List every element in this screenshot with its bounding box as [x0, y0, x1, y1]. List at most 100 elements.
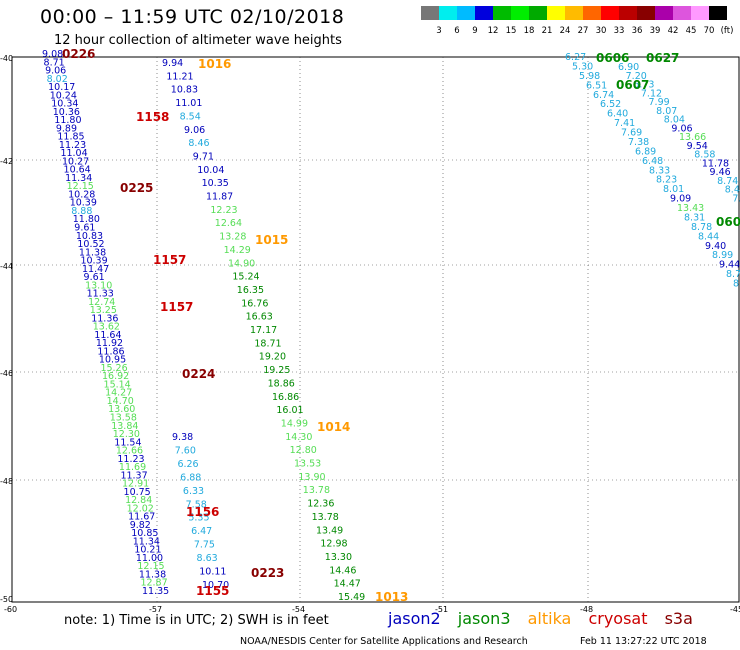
- wave-height-value: 11.86: [97, 346, 124, 357]
- wave-height-value: 17.17: [250, 325, 277, 336]
- wave-height-value: 9.94: [162, 58, 183, 69]
- wave-height-value: 6.48: [642, 156, 663, 167]
- wave-height-value: 12.74: [88, 297, 115, 308]
- wave-height-value: 8.88: [71, 206, 92, 217]
- scale-swatch: [547, 6, 565, 20]
- wave-height-value: 9.89: [56, 123, 77, 134]
- pass-time-label: 0627: [646, 51, 679, 65]
- wave-height-value: 16.92: [102, 371, 129, 382]
- footer-note: note: 1) Time is in UTC; 2) SWH is in fe…: [64, 613, 329, 628]
- scale-swatch: [637, 6, 655, 20]
- pass-time-label: 0607: [616, 78, 649, 92]
- wave-height-value: 6.33: [183, 486, 204, 497]
- wave-height-value: 6.73: [633, 80, 654, 91]
- credit-line: NOAA/NESDIS Center for Satellite Applica…: [240, 636, 528, 647]
- wave-height-value: 14.46: [329, 565, 356, 576]
- legend-cryosat: cryosat: [588, 609, 648, 628]
- scale-label: 3: [436, 26, 442, 36]
- wave-height-value: 10.52: [77, 239, 104, 250]
- wave-height-value: 13.10: [85, 280, 112, 291]
- lat-tick-label: -44: [0, 262, 13, 271]
- wave-height-value: 8.31: [684, 212, 705, 223]
- lat-tick-label: -48: [0, 477, 13, 486]
- wave-height-value: 7.75: [194, 540, 215, 551]
- wave-height-value: 10.34: [51, 99, 78, 110]
- wave-height-value: 11.64: [94, 330, 121, 341]
- wave-height-value: 7.49: [732, 193, 740, 204]
- lat-tick-label: -40: [0, 54, 13, 63]
- wave-height-value: 8.63: [197, 553, 218, 564]
- pass-time-label: 1015: [255, 233, 288, 247]
- wave-height-value: 10.17: [48, 82, 75, 93]
- wave-height-value: 7.41: [614, 118, 635, 129]
- wave-height-value: 5.98: [579, 71, 600, 82]
- pass-time-label: 1014: [317, 420, 350, 434]
- wave-height-value: 13.78: [303, 485, 330, 496]
- wave-height-value: 13.84: [111, 421, 138, 432]
- scale-swatch: [493, 6, 511, 20]
- map-frame: [11, 56, 740, 603]
- wave-height-value: 12.66: [116, 446, 143, 457]
- wave-height-value: 7.99: [649, 97, 670, 108]
- wave-height-value: 11.80: [54, 115, 81, 126]
- wave-height-value: 11.36: [91, 313, 118, 324]
- wave-height-value: 7.20: [626, 71, 647, 82]
- wave-height-value: 6.90: [618, 62, 639, 73]
- scale-label: 21: [541, 26, 553, 36]
- wave-height-value: 8.99: [712, 250, 733, 261]
- wave-height-value: 8.33: [649, 165, 670, 176]
- wave-height-value: 11.85: [57, 132, 84, 143]
- wave-height-value: 8.58: [694, 150, 715, 161]
- wave-height-value: 13.28: [219, 232, 246, 243]
- wave-height-value: 8.48: [725, 185, 740, 196]
- wave-height-value: 10.39: [70, 198, 97, 209]
- wave-height-value: 11.47: [82, 264, 109, 275]
- pass-time-label: 1158: [136, 110, 169, 124]
- wave-height-value: 8.70: [726, 269, 740, 280]
- scale-swatch: [673, 6, 691, 20]
- wave-height-value: 10.39: [80, 256, 107, 267]
- wave-height-value: 8.6: [733, 279, 740, 290]
- wave-height-value: 6.47: [191, 526, 212, 537]
- legend-altika: altika: [527, 609, 572, 628]
- wave-height-value: 10.64: [64, 165, 91, 176]
- wave-height-value: 5.30: [572, 61, 593, 72]
- wave-height-value: 8.01: [663, 184, 684, 195]
- wave-height-value: 8.46: [188, 138, 209, 149]
- wave-height-value: 12.84: [125, 495, 152, 506]
- wave-height-value: 11.80: [73, 214, 100, 225]
- wave-height-value: 15.24: [232, 272, 259, 283]
- wave-height-value: 7.58: [186, 499, 207, 510]
- legend-s3a: s3a: [664, 609, 693, 628]
- wave-height-value: 18.86: [268, 378, 295, 389]
- wave-height-value: 13.30: [325, 552, 352, 563]
- wave-height-value: 11.23: [117, 454, 144, 465]
- wave-height-value: 11.92: [96, 338, 123, 349]
- wave-height-value: 12.87: [140, 578, 167, 589]
- wave-height-value: 6.51: [586, 80, 607, 91]
- wave-height-value: 8.23: [656, 175, 677, 186]
- wave-height-value: 13.43: [677, 203, 704, 214]
- legend-jason3: jason3: [457, 609, 511, 628]
- lon-tick-label: -54: [292, 605, 305, 614]
- wave-height-value: 11.87: [206, 192, 233, 203]
- map-title: 00:00 – 11:59 UTC 02/10/2018: [40, 6, 345, 28]
- wave-height-value: 13.49: [316, 525, 343, 536]
- scale-label: 39: [649, 26, 661, 36]
- wave-height-value: 8.04: [664, 115, 685, 126]
- timestamp: Feb 11 13:27:22 UTC 2018: [580, 636, 707, 647]
- wave-height-value: 16.01: [276, 405, 303, 416]
- map-subtitle: 12 hour collection of altimeter wave hei…: [54, 33, 342, 48]
- wave-height-value: 8.78: [691, 222, 712, 233]
- lon-tick-label: -45: [730, 605, 740, 614]
- wave-height-value: 11.23: [59, 140, 86, 151]
- scale-label: (ft): [720, 26, 734, 36]
- wave-height-value: 9.06: [45, 66, 66, 77]
- scale-swatch: [529, 6, 547, 20]
- wave-height-value: 6.88: [180, 472, 201, 483]
- wave-height-value: 8.74: [717, 176, 738, 187]
- wave-height-value: 9.38: [172, 432, 193, 443]
- pass-time-label: 1016: [198, 57, 231, 71]
- wave-height-value: 14.27: [105, 388, 132, 399]
- pass-time-label: 1013: [375, 590, 408, 604]
